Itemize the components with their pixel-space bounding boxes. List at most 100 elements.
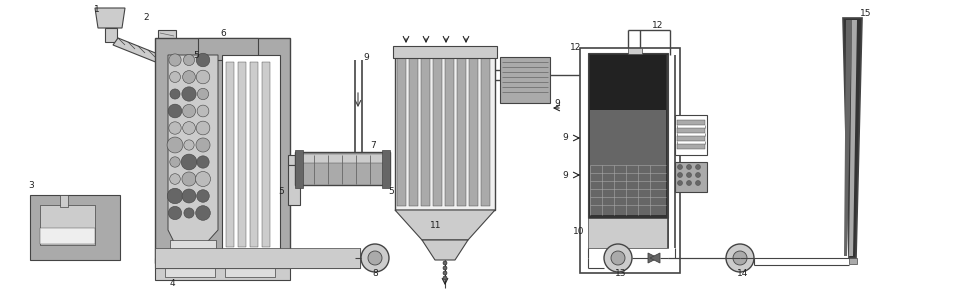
- Circle shape: [197, 70, 210, 84]
- Polygon shape: [677, 120, 705, 125]
- Bar: [40, 205, 95, 245]
- Circle shape: [168, 104, 182, 118]
- Circle shape: [368, 251, 382, 265]
- Bar: [60, 195, 68, 207]
- Text: 3: 3: [28, 181, 34, 190]
- Circle shape: [183, 54, 195, 66]
- Text: 12: 12: [652, 21, 664, 29]
- Polygon shape: [677, 144, 705, 149]
- Circle shape: [198, 88, 209, 100]
- Text: 14: 14: [737, 270, 748, 279]
- Text: 5: 5: [193, 51, 199, 60]
- Text: 5: 5: [278, 188, 284, 197]
- Bar: [40, 228, 95, 244]
- Circle shape: [197, 121, 210, 135]
- Bar: [481, 58, 490, 206]
- Circle shape: [184, 140, 194, 150]
- Bar: [155, 38, 290, 263]
- Circle shape: [170, 174, 180, 184]
- Circle shape: [170, 72, 180, 82]
- Bar: [675, 162, 707, 192]
- Polygon shape: [168, 55, 218, 250]
- Bar: [225, 261, 275, 277]
- Circle shape: [197, 156, 209, 168]
- Circle shape: [443, 261, 447, 265]
- Bar: [250, 62, 258, 247]
- Bar: [295, 150, 303, 188]
- Polygon shape: [113, 38, 168, 65]
- Circle shape: [677, 164, 683, 170]
- Polygon shape: [844, 20, 852, 256]
- Bar: [222, 55, 280, 255]
- Text: 1: 1: [94, 5, 100, 14]
- Bar: [849, 258, 857, 264]
- Text: 15: 15: [860, 8, 872, 18]
- Circle shape: [726, 244, 754, 272]
- Bar: [590, 55, 666, 110]
- Bar: [500, 57, 550, 103]
- Text: 12: 12: [570, 44, 581, 53]
- Bar: [226, 62, 234, 247]
- Circle shape: [182, 87, 197, 101]
- Polygon shape: [677, 128, 705, 133]
- Bar: [628, 48, 642, 54]
- Bar: [457, 58, 466, 206]
- Circle shape: [170, 157, 180, 167]
- Text: 13: 13: [615, 270, 626, 279]
- Text: 9: 9: [554, 99, 560, 108]
- Polygon shape: [849, 20, 857, 256]
- Circle shape: [443, 271, 447, 275]
- Bar: [393, 46, 497, 58]
- Circle shape: [196, 171, 210, 186]
- Circle shape: [182, 104, 196, 118]
- Text: 11: 11: [430, 221, 441, 229]
- Circle shape: [604, 244, 632, 272]
- Text: 9: 9: [562, 171, 568, 179]
- Circle shape: [197, 190, 209, 202]
- Bar: [30, 195, 120, 260]
- Circle shape: [611, 251, 625, 265]
- Bar: [580, 48, 680, 273]
- Text: 2: 2: [143, 14, 149, 23]
- Bar: [288, 155, 300, 165]
- Circle shape: [687, 173, 691, 177]
- Circle shape: [695, 164, 700, 170]
- Circle shape: [170, 89, 180, 99]
- Polygon shape: [295, 152, 390, 185]
- Circle shape: [182, 172, 196, 186]
- Bar: [421, 58, 430, 206]
- Circle shape: [182, 189, 196, 203]
- Polygon shape: [297, 154, 388, 163]
- Text: 4: 4: [170, 279, 175, 288]
- Circle shape: [361, 244, 389, 272]
- Bar: [590, 165, 666, 215]
- Circle shape: [687, 181, 691, 186]
- Bar: [382, 150, 390, 188]
- Circle shape: [181, 154, 197, 170]
- Bar: [262, 62, 270, 247]
- Bar: [288, 165, 300, 205]
- Text: 7: 7: [370, 140, 376, 149]
- Bar: [105, 28, 117, 42]
- Text: 6: 6: [220, 29, 225, 38]
- Circle shape: [197, 53, 210, 67]
- Circle shape: [695, 181, 700, 186]
- Circle shape: [169, 122, 181, 134]
- Circle shape: [733, 251, 747, 265]
- Circle shape: [687, 164, 691, 170]
- Bar: [165, 261, 215, 277]
- Bar: [170, 240, 216, 252]
- Polygon shape: [95, 8, 125, 28]
- Bar: [588, 218, 668, 248]
- Bar: [198, 38, 258, 60]
- Text: 8: 8: [372, 270, 378, 279]
- Circle shape: [167, 188, 183, 204]
- Bar: [675, 115, 707, 155]
- Bar: [433, 58, 442, 206]
- Text: 5: 5: [388, 188, 394, 197]
- Circle shape: [184, 208, 194, 218]
- Circle shape: [198, 105, 209, 117]
- Text: 9: 9: [562, 134, 568, 142]
- Circle shape: [677, 181, 683, 186]
- Circle shape: [196, 206, 210, 220]
